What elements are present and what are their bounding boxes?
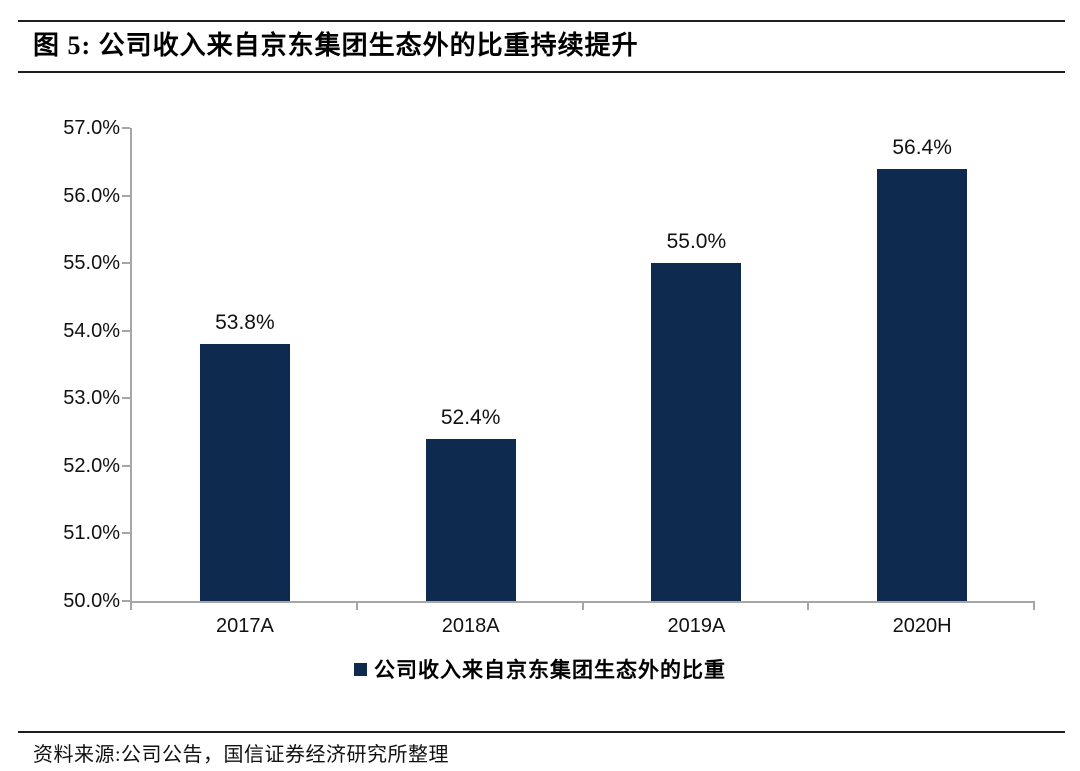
figure-title: 图 5: 公司收入来自京东集团生态外的比重持续提升 xyxy=(33,31,639,60)
footer-rule xyxy=(18,731,1065,733)
y-axis-tick xyxy=(122,397,130,400)
y-axis-tick xyxy=(122,329,130,332)
x-axis-tick xyxy=(581,603,584,610)
bar-value-label: 55.0% xyxy=(666,230,727,254)
x-axis-category-label: 2018A xyxy=(441,615,500,637)
y-axis-tick xyxy=(122,532,130,535)
y-axis-tick-label: 57.0% xyxy=(63,117,120,139)
y-axis-tick-label: 53.0% xyxy=(63,387,120,410)
bar xyxy=(877,168,968,601)
legend-label: 公司收入来自京东集团生态外的比重 xyxy=(374,658,726,682)
plot-area: 53.8% 52.4% 55.0% 56.4% xyxy=(130,128,1035,603)
bar-value-label: 52.4% xyxy=(440,405,501,429)
y-axis-tick-label: 56.0% xyxy=(63,184,120,207)
chart-legend: 公司收入来自京东集团生态外的比重 xyxy=(0,652,1080,686)
y-axis-tick-label: 51.0% xyxy=(63,522,120,545)
y-axis-tick-label: 50.0% xyxy=(63,590,120,612)
x-axis-category-label: 2019A xyxy=(667,615,726,637)
y-axis-tick xyxy=(122,262,130,265)
y-axis-tick-label: 54.0% xyxy=(63,319,120,342)
bar xyxy=(651,263,742,601)
x-axis-tick xyxy=(1033,603,1035,610)
y-axis-tick xyxy=(122,194,130,197)
y-axis-tick xyxy=(122,127,130,129)
header-bottom-rule xyxy=(18,71,1065,73)
y-axis-tick-label: 55.0% xyxy=(63,252,120,275)
header-top-rule xyxy=(18,20,1065,22)
x-axis-tick xyxy=(355,603,358,610)
x-axis-tick xyxy=(130,603,132,610)
source-note: 资料来源:公司公告，国信证券经济研究所整理 xyxy=(33,744,450,766)
x-axis-category-label: 2017A xyxy=(215,615,274,637)
bar xyxy=(199,344,290,601)
x-axis-category-label: 2020H xyxy=(892,615,952,637)
y-axis-tick xyxy=(122,600,130,602)
bar-value-label: 56.4% xyxy=(892,135,952,159)
y-axis-tick xyxy=(122,464,130,467)
x-axis-tick xyxy=(807,603,810,610)
legend-swatch-icon xyxy=(354,662,367,676)
bar-value-label: 53.8% xyxy=(215,311,275,335)
bar xyxy=(425,438,516,601)
y-axis-tick-label: 52.0% xyxy=(63,454,120,477)
